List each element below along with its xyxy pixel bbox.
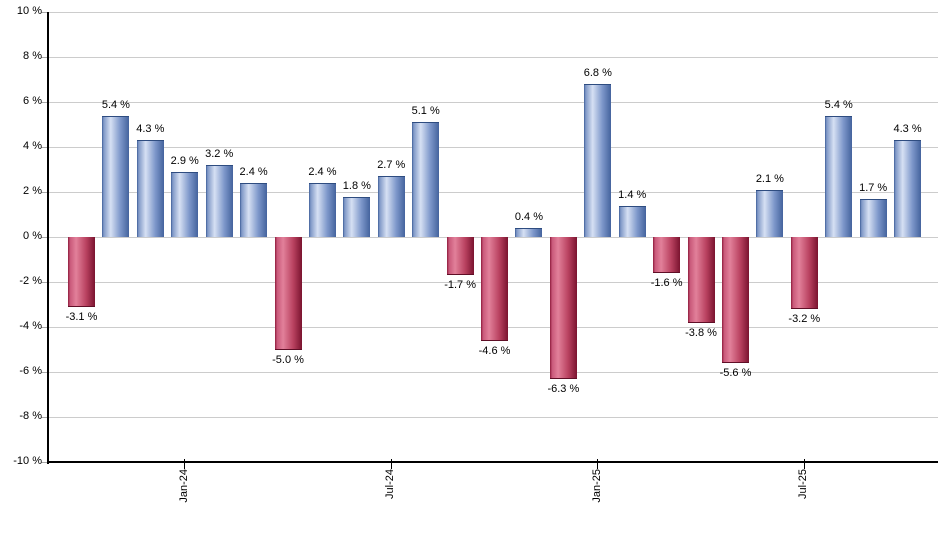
y-axis-tick <box>41 101 48 103</box>
bar <box>171 171 199 237</box>
y-axis-label: -10 % <box>13 455 42 467</box>
x-axis-label: Jan-25 <box>590 469 603 503</box>
bar <box>756 189 784 237</box>
gridline <box>49 191 938 193</box>
bar-value-label: -4.6 % <box>478 344 511 357</box>
bar <box>549 237 577 379</box>
y-axis-label: 2 % <box>23 185 42 197</box>
y-axis-label: 4 % <box>23 140 42 152</box>
bar <box>412 122 440 237</box>
bar <box>274 237 302 350</box>
bar-value-label: -3.1 % <box>65 310 98 323</box>
bar-value-label: 3.2 % <box>205 148 234 160</box>
y-axis-label: 8 % <box>23 50 42 62</box>
bar <box>102 115 130 237</box>
bar-value-label: 2.1 % <box>755 172 784 185</box>
bar <box>894 140 922 237</box>
y-axis-tick <box>41 326 48 328</box>
bar-value-label: 2.4 % <box>239 166 268 178</box>
bar-value-label: 2.9 % <box>170 154 199 167</box>
y-axis-tick <box>41 281 48 283</box>
bar-value-label: 5.1 % <box>411 105 440 118</box>
bar-value-label: 5.4 % <box>824 98 853 111</box>
x-axis-label: Jan-24 <box>177 469 190 503</box>
x-axis-label: Jul-25 <box>797 469 810 499</box>
bar <box>515 228 543 237</box>
y-axis-label: -6 % <box>19 365 42 377</box>
bar-value-label: 5.4 % <box>101 98 130 111</box>
bar <box>240 183 268 237</box>
bar-value-label: 1.7 % <box>859 181 888 194</box>
y-axis-tick <box>41 461 48 463</box>
gridline <box>49 11 938 13</box>
bar-value-label: -1.7 % <box>444 279 476 292</box>
bar <box>308 183 336 237</box>
bar-value-label: -3.2 % <box>788 313 821 325</box>
bar-value-label: 4.3 % <box>893 123 922 136</box>
bar-value-label: 6.8 % <box>583 67 612 79</box>
gridline <box>49 416 938 418</box>
gridline <box>49 56 938 58</box>
bar <box>584 84 612 237</box>
bar-value-label: 0.4 % <box>514 211 544 223</box>
x-axis-label: Jul-24 <box>384 469 397 499</box>
y-axis-label: 10 % <box>16 5 42 17</box>
x-axis-line <box>47 461 938 463</box>
bar-value-label: 1.4 % <box>618 188 647 201</box>
bar-value-label: -3.8 % <box>685 326 717 339</box>
bar <box>825 115 853 237</box>
y-axis-label: -2 % <box>19 275 42 287</box>
bar <box>721 237 749 363</box>
bar-value-label: -6.3 % <box>547 382 580 395</box>
y-axis-tick <box>41 146 48 148</box>
bar-value-label: -1.6 % <box>650 277 683 289</box>
bar <box>377 176 405 237</box>
bar <box>481 237 509 341</box>
bar <box>68 237 95 307</box>
bar <box>790 237 818 309</box>
y-axis-line <box>47 12 49 464</box>
gridline <box>49 371 938 373</box>
y-axis-label: 0 % <box>23 230 42 242</box>
bar-value-label: 1.8 % <box>342 179 371 192</box>
bar <box>205 165 233 237</box>
y-axis-label: -4 % <box>19 320 42 332</box>
bar-value-label: 2.7 % <box>377 159 406 172</box>
x-axis-tick <box>597 459 599 469</box>
bar <box>859 198 887 237</box>
gridline <box>49 101 938 103</box>
bar-value-label: 4.3 % <box>136 123 165 136</box>
x-axis-tick <box>390 459 392 469</box>
bar <box>618 205 646 237</box>
bar <box>446 237 474 276</box>
y-axis-tick <box>41 371 48 373</box>
gridline <box>49 146 938 148</box>
y-axis-tick <box>41 191 48 193</box>
y-axis-tick <box>41 56 48 58</box>
x-axis-tick <box>803 459 805 469</box>
y-axis-tick <box>41 236 48 238</box>
y-axis-tick <box>41 416 48 418</box>
y-axis-label: 6 % <box>23 95 42 107</box>
bar <box>136 140 164 237</box>
bar <box>687 237 715 323</box>
bar-value-label: -5.0 % <box>272 353 304 366</box>
x-axis-tick <box>184 459 186 469</box>
bar-value-label: -5.6 % <box>719 367 752 379</box>
bar-value-label: 2.4 % <box>308 166 337 178</box>
y-axis-label: -8 % <box>19 410 42 422</box>
bar <box>653 237 681 273</box>
bar <box>343 196 371 237</box>
y-axis-tick <box>41 11 48 13</box>
